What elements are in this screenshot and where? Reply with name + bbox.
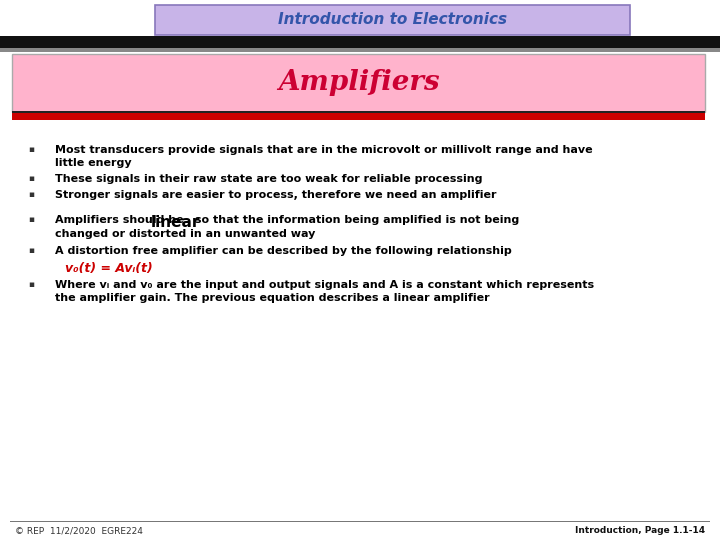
Text: These signals in their raw state are too weak for reliable processing: These signals in their raw state are too… [55,174,482,184]
Text: Most transducers provide signals that are in the microvolt or millivolt range an: Most transducers provide signals that ar… [55,145,593,155]
Bar [12,111,705,113]
Text: the amplifier gain. The previous equation describes a linear amplifier: the amplifier gain. The previous equatio… [55,293,490,303]
Text: ▪: ▪ [28,190,34,199]
Text: Where vᵢ and v₀ are the input and output signals and A is a constant which repre: Where vᵢ and v₀ are the input and output… [55,280,594,290]
Text: little energy: little energy [55,158,132,168]
Bar [0,48,720,52]
Bar [155,5,630,35]
Text: ▪: ▪ [28,174,34,183]
Text: Amplifiers: Amplifiers [278,70,439,97]
Text: Amplifiers should be: Amplifiers should be [55,215,187,225]
Text: ▪: ▪ [28,280,34,289]
Text: A distortion free amplifier can be described by the following relationship: A distortion free amplifier can be descr… [55,246,512,256]
Bar [12,113,705,120]
Text: v₀(t) = Avᵢ(t): v₀(t) = Avᵢ(t) [65,262,153,275]
Text: ▪: ▪ [28,246,34,255]
Text: changed or distorted in an unwanted way: changed or distorted in an unwanted way [55,229,315,239]
Bar [12,54,705,112]
Text: Introduction, Page 1.1-14: Introduction, Page 1.1-14 [575,526,705,535]
Text: © REP  11/2/2020  EGRE224: © REP 11/2/2020 EGRE224 [15,526,143,535]
Text: Introduction to Electronics: Introduction to Electronics [278,12,507,28]
Bar [0,36,720,48]
Text: so that the information being amplified is not being: so that the information being amplified … [192,215,520,225]
Text: linear: linear [150,215,200,230]
Text: ▪: ▪ [28,215,34,224]
Bar [10,521,710,522]
Text: ▪: ▪ [28,145,34,154]
Text: Stronger signals are easier to process, therefore we need an amplifier: Stronger signals are easier to process, … [55,190,497,200]
